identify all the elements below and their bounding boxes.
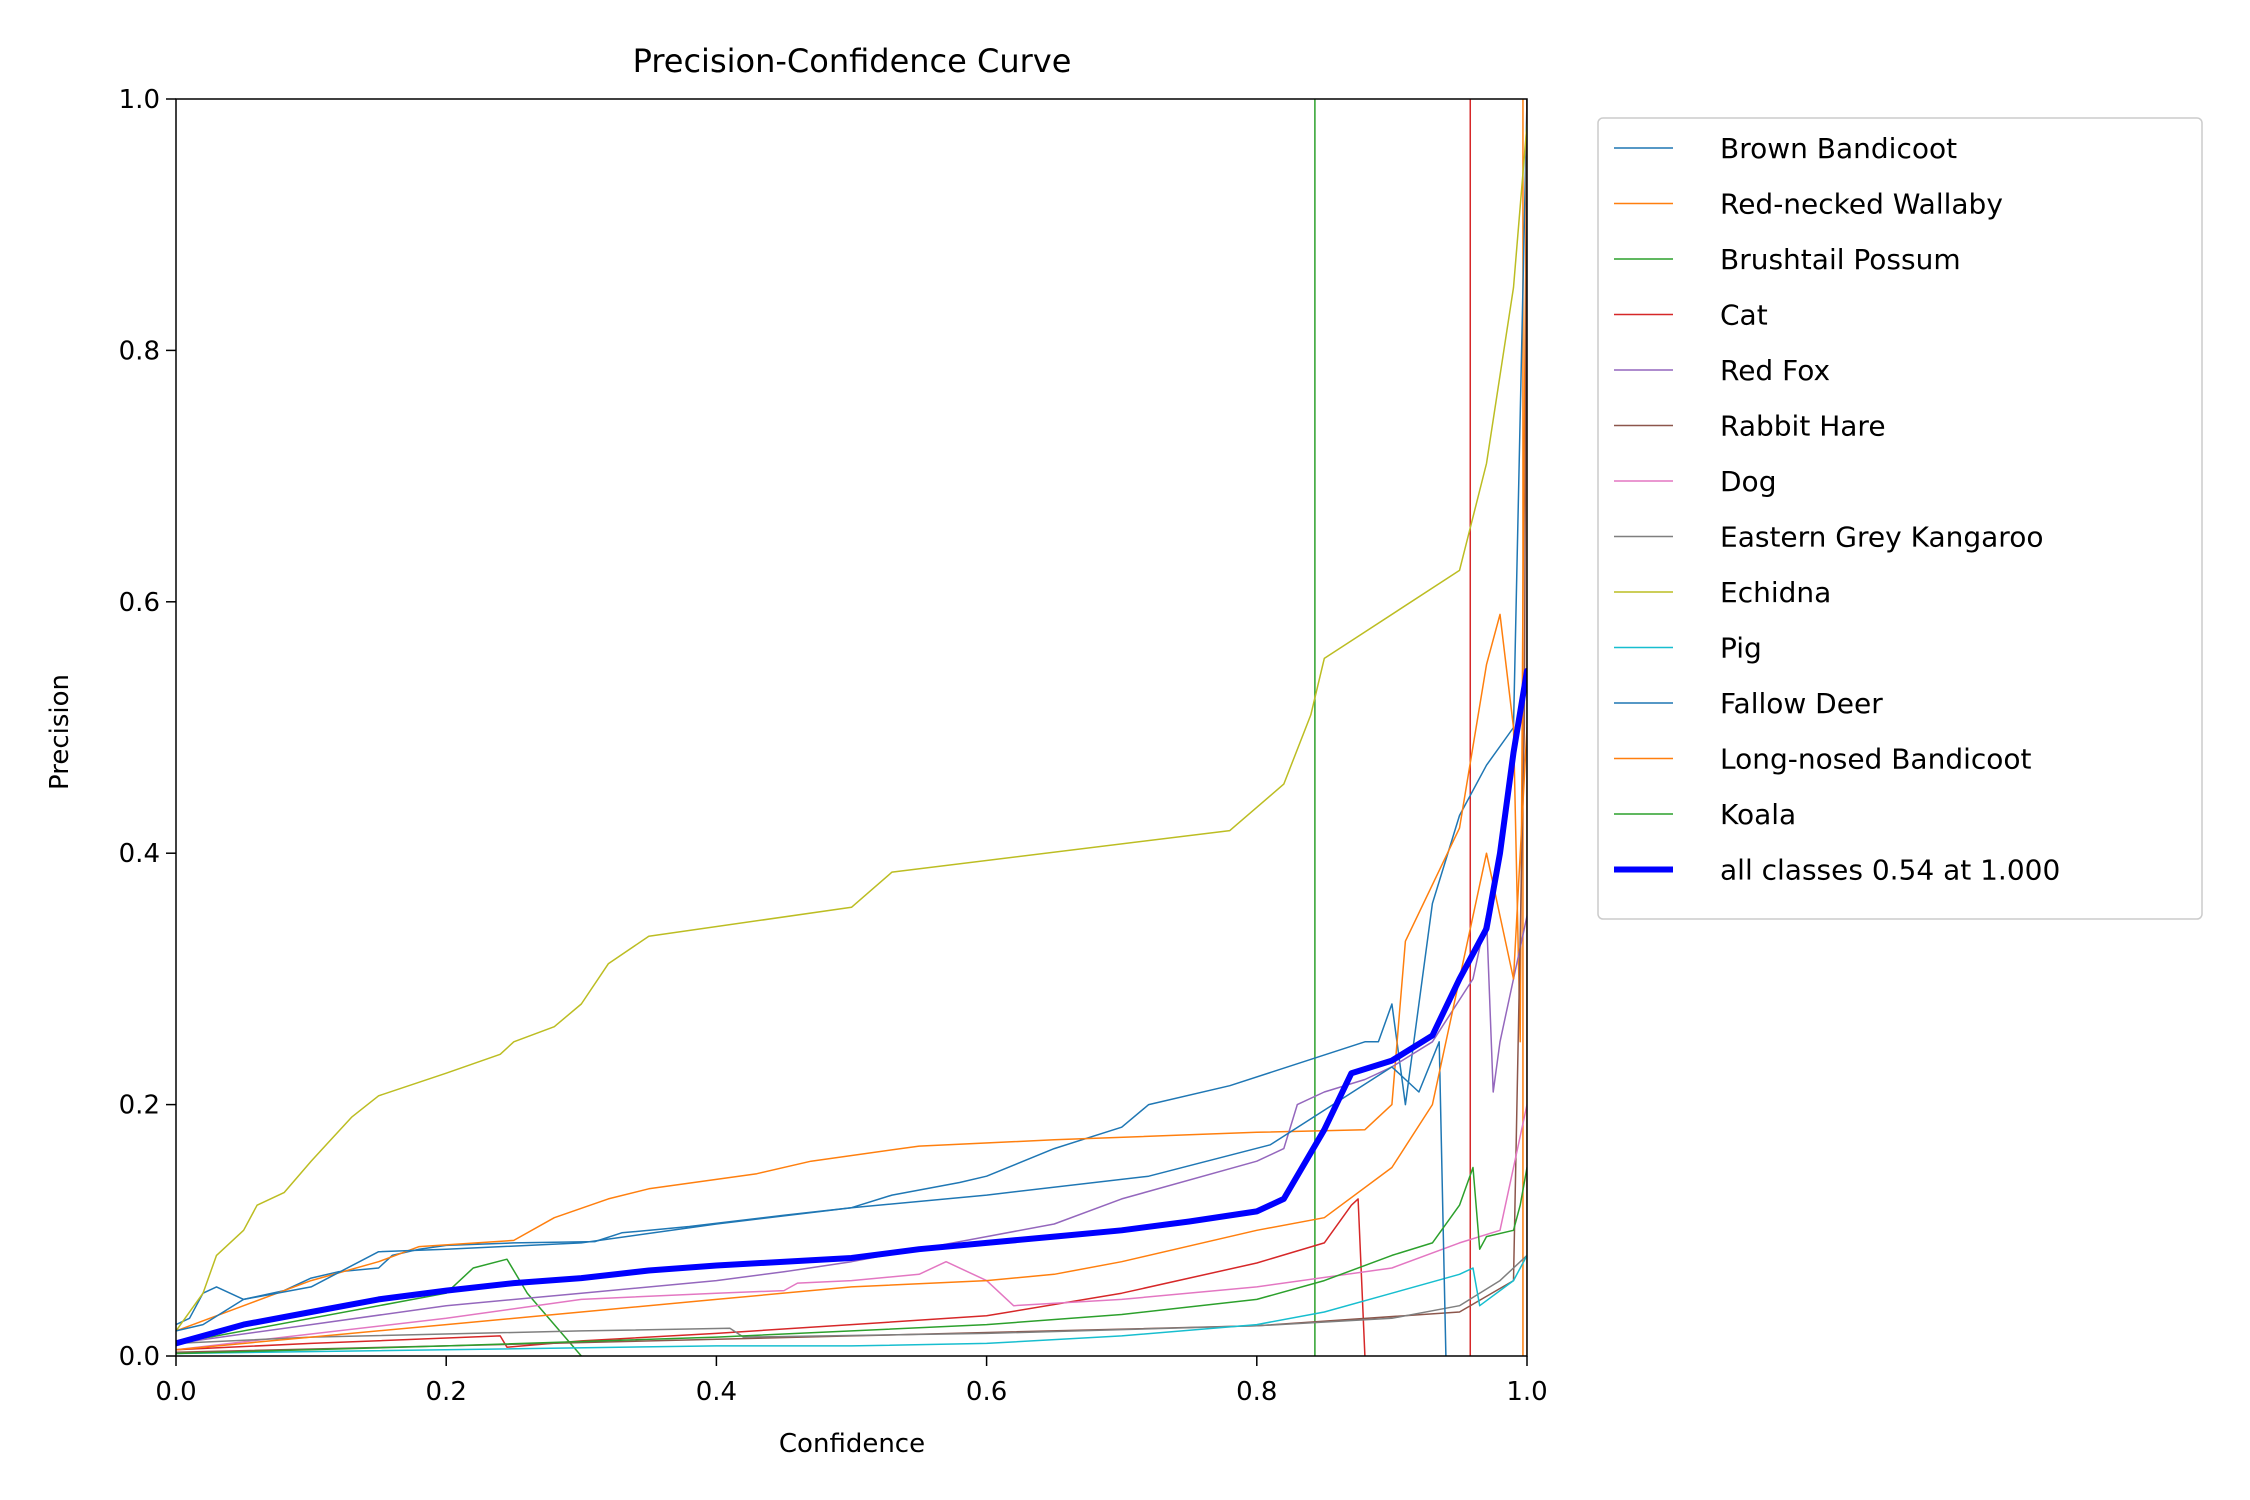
x-tick-label: 0.4 [696, 1377, 737, 1407]
legend-label: Rabbit Hare [1720, 410, 1886, 443]
series-line [176, 99, 1527, 1332]
series-line [176, 726, 1527, 1351]
y-tick-label: 0.8 [119, 336, 160, 366]
legend-label: Koala [1720, 798, 1796, 831]
legend-label: Dog [1720, 465, 1776, 498]
series-line [176, 1166, 1527, 1355]
y-tick-label: 1.0 [119, 85, 160, 115]
x-tick-label: 0.6 [966, 1377, 1007, 1407]
legend-label: Pig [1720, 632, 1762, 665]
legend-label: Echidna [1720, 576, 1831, 609]
legend-label: Long-nosed Bandicoot [1720, 743, 2032, 776]
series-line [176, 123, 1527, 1332]
legend-label: Brushtail Possum [1720, 243, 1961, 276]
legend: Brown Bandicoot Red-necked Wallaby Brushta… [1597, 117, 2203, 920]
y-tick-label: 0.4 [119, 839, 160, 869]
plot-area: 0.0 0.2 0.4 0.6 0.8 1.0 0.0 0.2 0.4 0.6 0.8 1.0 [119, 85, 1548, 1407]
legend-label: Brown Bandicoot [1720, 132, 1957, 165]
series-line [176, 1254, 1527, 1345]
y-tick-label: 0.6 [119, 588, 160, 618]
x-tick-label: 0.2 [426, 1377, 467, 1407]
series-line [176, 1254, 1527, 1355]
legend-label: Eastern Grey Kangaroo [1720, 521, 2043, 554]
x-axis-label: Confidence [779, 1429, 925, 1459]
legend-label: Fallow Deer [1720, 687, 1883, 720]
x-tick-label: 1.0 [1506, 1377, 1547, 1407]
legend-label: Red-necked Wallaby [1720, 188, 2003, 221]
legend-label: all classes 0.54 at 1.000 [1720, 854, 2060, 887]
x-tick-label: 0.8 [1236, 1377, 1277, 1407]
y-tick-label: 0.0 [119, 1342, 160, 1372]
series-line [176, 99, 1527, 1353]
series-line [176, 667, 1527, 1347]
series-line [176, 1258, 583, 1356]
series-line [176, 1103, 1527, 1351]
series-line [176, 1041, 1447, 1356]
curves [176, 99, 1527, 1356]
axes-frame [175, 98, 1528, 1357]
y-axis-label: Precision [45, 674, 75, 790]
chart-title: Precision-Confidence Curve [633, 42, 1072, 80]
x-tick-label: 0.0 [155, 1377, 196, 1407]
series-line [176, 1198, 1366, 1356]
series-line [176, 915, 1527, 1345]
legend-label: Red Fox [1720, 354, 1830, 387]
y-tick-label: 0.2 [119, 1091, 160, 1121]
series-line [176, 99, 1527, 1326]
legend-label: Cat [1720, 299, 1768, 332]
legend-box [1597, 117, 2203, 920]
